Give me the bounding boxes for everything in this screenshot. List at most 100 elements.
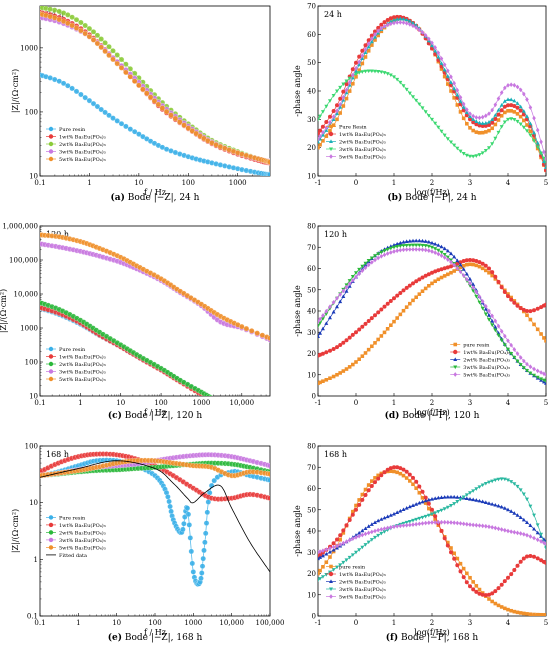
series-4-point [363,531,368,537]
series-3-point [420,106,425,110]
series-2-point [110,48,116,54]
series-4-point [360,532,365,538]
x-tick-label: 2 [430,619,434,627]
series-4-point [512,347,517,352]
series-2-point [455,495,460,499]
series-3-point [341,560,346,565]
series-0-point [408,479,412,483]
series-2-point [544,165,546,169]
series-1-point [442,266,447,271]
series-3-point [426,244,431,249]
series-3-point [335,89,339,94]
legend-entry: 2wt% Ba₃Eu(PO₄)₃ [339,579,386,586]
series-2-point [458,99,463,103]
series-1-point [464,258,469,263]
series-3-point [411,95,415,99]
series-1-point [544,560,546,565]
legend-swatch [48,346,54,352]
series-4-point [461,273,466,278]
x-tick-label: 100 [182,179,195,187]
series-3-point [490,323,495,327]
x-tick-label: 5 [544,399,548,407]
series-2-point [521,517,526,522]
series-3-point [407,91,412,96]
series-3-point [379,250,384,255]
legend-entry: Pure Resin [339,125,367,131]
series-0-point [338,371,342,375]
series-4-point [382,24,387,29]
series-0-point [528,129,533,134]
legend-entry: Pure resin [59,515,86,521]
caption-text: Bode |−Z|, 24 h [125,193,200,203]
series-2-point [417,500,422,505]
series-0-point [487,128,491,133]
series-1-point [404,469,409,474]
series-4-point [357,271,361,277]
series-4-point [439,56,444,61]
legend-entry: 5wt% Ba₃Eu(PO₄)₃ [339,154,386,161]
series-1-point [331,347,336,351]
series-4-point [525,532,529,538]
series-1-point [535,306,540,311]
series-4-point [318,136,320,142]
legend-entry: 1wt% Ba₃Eu(PO₄)₃ [59,134,106,141]
series-1-point [392,296,396,301]
series-2-point [433,241,438,246]
series-3-point [544,160,546,164]
series-2-point [47,6,53,12]
series-1-point [474,259,479,263]
legend-entry: Fitted data [59,553,87,559]
series-3-point [468,491,472,495]
series-4-point [366,262,371,268]
series-3-point [474,294,479,299]
series-0-point [401,308,406,313]
series-2-point [483,307,488,311]
series-4-point [490,313,494,319]
series-group [318,238,546,386]
x-tick-label: 0 [354,399,358,407]
series-0-point [123,123,129,130]
series-2-point [347,83,352,87]
series-4-point [411,522,415,527]
series-3-point [471,154,476,159]
legend-swatch [328,571,334,577]
series-4-point [512,529,517,535]
series-1-point [461,259,466,263]
series-0-point [499,605,504,609]
series-1-point [392,15,396,20]
series-0-point [544,613,546,616]
series-2-point [69,14,75,20]
y-tick-label: 1000 [20,325,38,333]
series-4-point [344,284,349,290]
y-tick-label: 30 [307,116,316,124]
series-2-point [487,501,491,505]
series-0-point [210,398,215,403]
y-tick-label: 10 [29,173,38,181]
series-4-point [539,539,543,544]
series-4-point [366,530,371,536]
series-4-point [477,523,482,528]
series-4-point [335,543,339,549]
series-0-point [452,96,456,100]
series-3-point [509,117,514,121]
y-tick-label: 60 [307,31,316,39]
series-1-point [423,273,428,278]
series-0-point [506,607,510,612]
series-3-point [401,244,406,248]
series-4-point [509,529,513,534]
series-0-point [461,566,466,571]
caption-letter: (c) [108,410,122,421]
series-0-point [94,103,101,110]
y-tick-label: 40 [307,528,316,536]
series-3-point [404,243,409,248]
series-3-point [483,481,488,486]
series-2-point [363,526,368,531]
series-3-point [382,530,387,534]
y-tick-label: 0.1 [27,613,38,621]
series-2-point [439,244,444,249]
legend-entry: pure resin [463,343,490,349]
series-1-point [521,556,526,561]
x-tick-label: 10,000 [230,399,255,407]
series-0-point [318,142,322,147]
series-0-point [515,610,520,615]
